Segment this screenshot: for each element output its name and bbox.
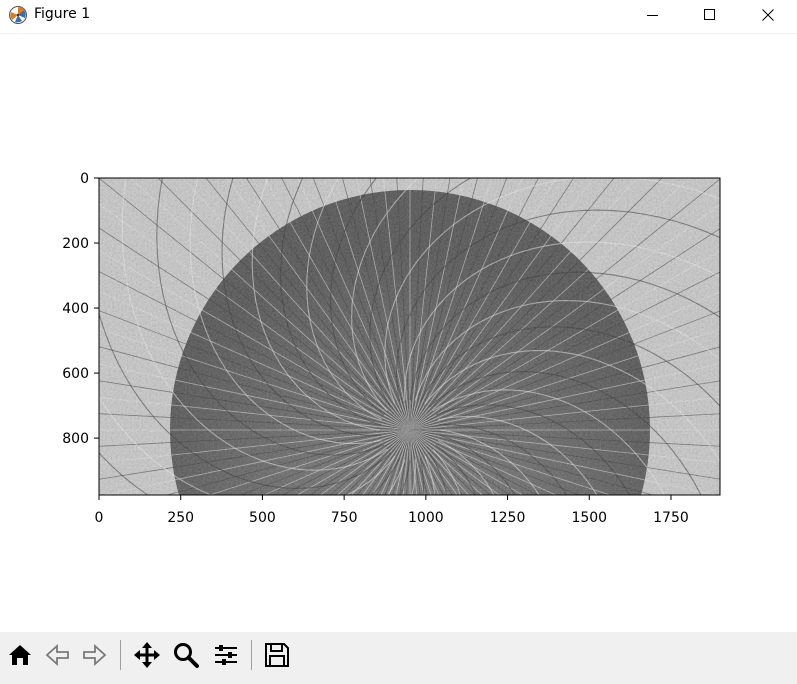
x-tick-label: 1250 — [490, 510, 526, 526]
x-tick-label: 250 — [167, 510, 194, 526]
y-axis: 0 200 400 600 800 — [62, 171, 99, 447]
save-button[interactable] — [261, 638, 293, 672]
window-title: Figure 1 — [34, 6, 91, 22]
pan-move-icon — [134, 642, 160, 668]
plot-svg: 0 250 500 750 1000 1250 1500 1750 0 200 400 600 800 — [62, 171, 721, 526]
save-disk-icon — [265, 643, 289, 667]
x-axis: 0 250 500 750 1000 1250 1500 1750 — [95, 495, 689, 526]
y-tick-label: 600 — [62, 366, 89, 382]
y-tick-label: 400 — [62, 301, 89, 317]
toolbar-separator — [120, 640, 121, 670]
axes-frame — [98, 177, 721, 496]
back-button[interactable] — [42, 638, 74, 672]
image-heatmap — [99, 178, 720, 495]
close-icon — [762, 9, 774, 21]
y-tick-label: 800 — [62, 431, 89, 447]
sliders-icon — [215, 645, 237, 665]
close-button[interactable] — [745, 0, 791, 30]
pan-button[interactable] — [131, 638, 163, 672]
x-tick-label: 500 — [249, 510, 276, 526]
matplotlib-logo-icon — [9, 6, 27, 24]
maximize-icon — [704, 9, 715, 20]
x-tick-label: 1500 — [571, 510, 607, 526]
zoom-button[interactable] — [170, 638, 202, 672]
forward-button[interactable] — [78, 638, 110, 672]
navigation-toolbar — [0, 632, 797, 684]
zoom-magnifier-icon — [174, 643, 199, 668]
back-arrow-icon — [45, 643, 69, 667]
x-tick-label: 1000 — [408, 510, 444, 526]
home-button[interactable] — [4, 638, 36, 672]
toolbar-separator — [251, 640, 252, 670]
x-tick-label: 750 — [331, 510, 358, 526]
configure-subplots-button[interactable] — [210, 638, 242, 672]
y-tick-label: 200 — [62, 236, 89, 252]
minimize-icon — [647, 15, 658, 16]
home-icon — [9, 645, 31, 665]
minimize-button[interactable] — [630, 0, 676, 30]
maximize-button[interactable] — [687, 0, 733, 30]
x-tick-label: 0 — [95, 510, 104, 526]
figure-canvas[interactable]: 0 250 500 750 1000 1250 1500 1750 0 200 400 600 800 — [0, 34, 797, 632]
window-titlebar: Figure 1 — [0, 0, 797, 30]
y-tick-label: 0 — [80, 171, 89, 187]
x-tick-label: 1750 — [653, 510, 689, 526]
titlebar-divider — [0, 33, 797, 34]
forward-arrow-icon — [83, 643, 107, 667]
